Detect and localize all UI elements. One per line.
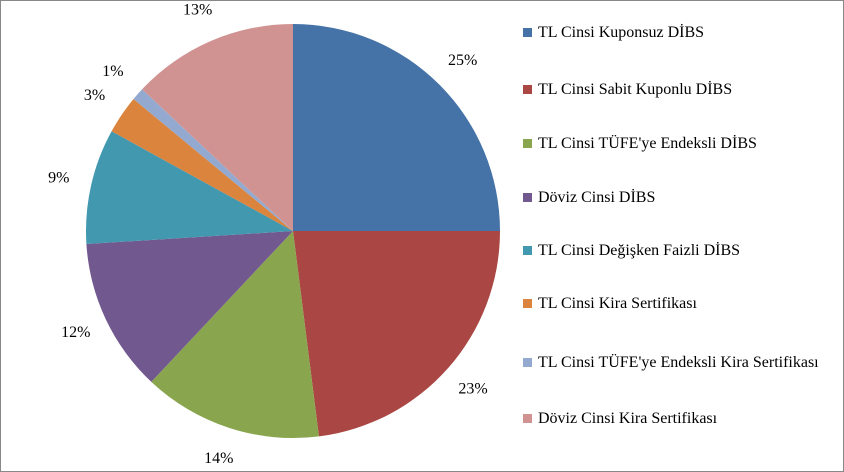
pie-slice [86, 131, 294, 244]
pie-slice [151, 231, 319, 438]
data-label: 3% [84, 87, 105, 104]
data-label: 13% [183, 1, 212, 18]
legend-label: TL Cinsi Değişken Faizli DİBS [538, 242, 741, 259]
pie-slice [293, 24, 500, 231]
pie-slice [142, 24, 293, 231]
legend-item: TL Cinsi Kuponsuz DİBS [523, 23, 823, 42]
legend-swatch [523, 246, 532, 255]
legend-label: TL Cinsi Kuponsuz DİBS [538, 24, 705, 41]
legend-swatch [523, 193, 532, 202]
legend-swatch [523, 299, 532, 308]
legend-swatch [523, 139, 532, 148]
legend-label: Döviz Cinsi Kira Sertifikası [538, 410, 718, 427]
data-label: 9% [48, 169, 69, 186]
data-label: 23% [458, 380, 487, 397]
legend-label: TL Cinsi TÜFE'ye Endeksli Kira Sertifika… [538, 354, 819, 371]
pie-slice [293, 231, 500, 437]
pie-slice [133, 89, 293, 231]
legend-swatch [523, 414, 532, 423]
data-label: 14% [204, 450, 233, 467]
legend-item: Döviz Cinsi Kira Sertifikası [523, 409, 823, 428]
legend-label: TL Cinsi Sabit Kuponlu DİBS [538, 81, 733, 98]
legend-label: TL Cinsi TÜFE'ye Endeksli DİBS [538, 135, 757, 152]
legend-item: TL Cinsi TÜFE'ye Endeksli Kira Sertifika… [523, 353, 823, 372]
pie-slice [86, 231, 293, 382]
data-label: 12% [61, 324, 90, 341]
data-label: 25% [448, 52, 477, 69]
data-label: 1% [102, 63, 123, 80]
legend-item: TL Cinsi Kira Sertifikası [523, 294, 823, 313]
legend-item: TL Cinsi Değişken Faizli DİBS [523, 241, 823, 260]
legend-item: Döviz Cinsi DİBS [523, 188, 823, 207]
legend-swatch [523, 358, 532, 367]
legend-label: Döviz Cinsi DİBS [538, 189, 656, 206]
pie-slice [111, 99, 293, 231]
legend-item: TL Cinsi Sabit Kuponlu DİBS [523, 80, 823, 99]
legend-label: TL Cinsi Kira Sertifikası [538, 295, 697, 312]
legend-swatch [523, 28, 532, 37]
legend-swatch [523, 85, 532, 94]
legend-item: TL Cinsi TÜFE'ye Endeksli DİBS [523, 134, 823, 153]
